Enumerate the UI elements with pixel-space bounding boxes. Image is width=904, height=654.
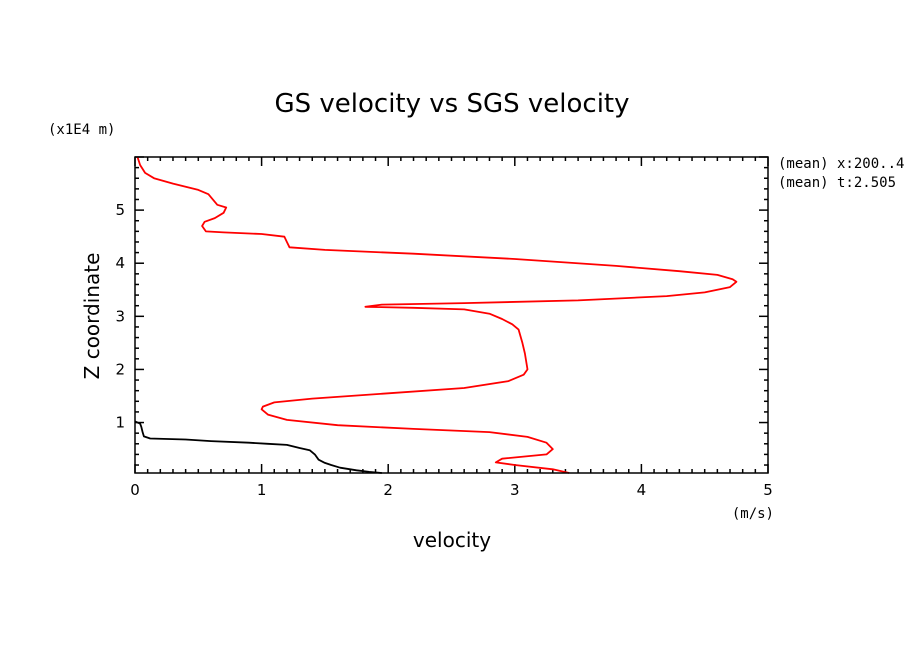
series-layer [134,156,738,474]
axis-ticks [134,156,769,473]
x-unit-label: (m/s) [732,506,774,522]
annotation-1: (mean) x:200..4 [778,156,904,172]
y-unit-label: (x1E4 m) [48,122,115,138]
x-tick-label: 1 [257,481,267,499]
y-axis-label: Z coordinate [80,253,104,380]
annotation-2: (mean) t:2.505 [778,175,896,191]
plot-frame [134,156,769,474]
chart-title: GS velocity vs SGS velocity [274,89,629,119]
y-tick-label: 2 [115,360,125,378]
x-tick-label: 5 [763,481,773,499]
series-line-2 [134,420,382,474]
y-tick-label: 3 [115,307,125,325]
x-tick-label: 4 [637,481,647,499]
y-tick-label: 4 [115,254,125,272]
series-line-1 [136,156,738,474]
x-axis-label: velocity [413,528,491,552]
y-tick-label: 1 [115,414,125,432]
tick-labels: 0 1 2 3 4 5 1 2 3 4 5 [115,201,772,499]
y-tick-label: 5 [115,201,125,219]
x-tick-label: 0 [130,481,140,499]
x-tick-label: 3 [510,481,520,499]
x-tick-label: 2 [383,481,393,499]
